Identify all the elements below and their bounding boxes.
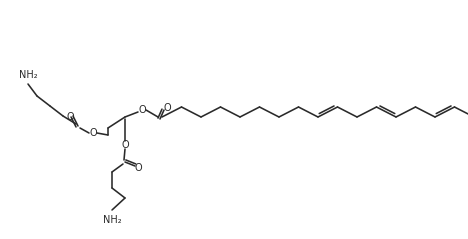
Text: NH₂: NH₂	[102, 215, 121, 225]
Text: NH₂: NH₂	[19, 70, 37, 80]
Text: O: O	[134, 163, 142, 173]
Text: O: O	[138, 105, 146, 115]
Text: O: O	[163, 103, 171, 113]
Text: O: O	[89, 128, 97, 138]
Text: O: O	[66, 112, 74, 122]
Text: O: O	[121, 140, 129, 150]
